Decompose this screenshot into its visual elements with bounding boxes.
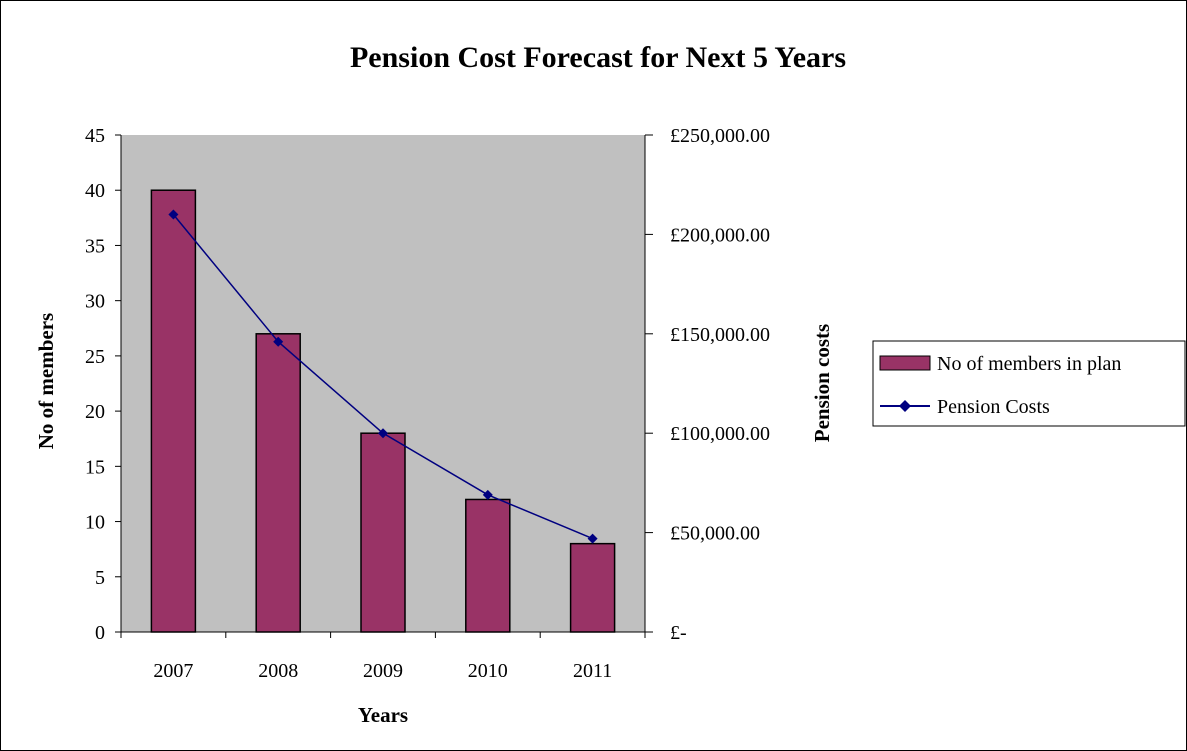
y2-tick-label: £200,000.00 — [670, 224, 770, 246]
y-tick-label: 25 — [85, 346, 105, 368]
y-tick-label: 0 — [95, 622, 105, 644]
x-tick-label: 2007 — [153, 660, 193, 682]
axes-group — [115, 134, 653, 638]
legend-swatch-members — [879, 355, 931, 371]
legend-box — [872, 340, 1186, 427]
pension-point-2011 — [587, 533, 598, 544]
y-tick-label: 20 — [85, 401, 105, 423]
pension-point-2009 — [378, 428, 388, 439]
x-tick-label: 2010 — [468, 660, 508, 682]
bars-group — [150, 189, 616, 633]
x-tick-label: 2009 — [363, 660, 403, 682]
x-axis-title: Years — [358, 703, 408, 727]
y2-tick-label: £100,000.00 — [670, 423, 770, 445]
y2-tick-label: £- — [670, 622, 687, 644]
pension-point-2008 — [273, 336, 284, 347]
x-tick-label: 2011 — [573, 660, 612, 682]
bar-2010 — [465, 498, 511, 633]
left-tick-labels: 0 5 10 15 20 25 30 35 40 45 — [85, 125, 105, 644]
bar-2009 — [360, 432, 406, 633]
y-tick-label: 10 — [85, 512, 105, 534]
x-tick-labels: 2007 2008 2009 2010 2011 — [153, 660, 612, 682]
y2-tick-label: £150,000.00 — [670, 324, 770, 346]
bar-2011 — [569, 542, 616, 633]
legend: No of members in plan Pension Costs — [872, 340, 1186, 427]
y-tick-label: 5 — [95, 567, 105, 589]
chart-title: Pension Cost Forecast for Next 5 Years — [350, 41, 846, 74]
pension-point-2007 — [168, 209, 179, 220]
bar-2007 — [150, 189, 197, 633]
pension-point-2010 — [482, 489, 493, 500]
y-tick-label: 15 — [85, 456, 105, 478]
right-tick-labels: £- £50,000.00 £100,000.00 £150,000.00 £200,0… — [670, 125, 770, 644]
y-tick-label: 35 — [85, 235, 105, 257]
y-tick-label: 40 — [85, 180, 105, 202]
y-tick-label: 45 — [85, 125, 105, 147]
y-tick-label: 30 — [85, 291, 105, 313]
x-tick-label: 2008 — [258, 660, 298, 682]
legend-label-members: No of members in plan — [937, 353, 1121, 375]
y2-tick-label: £250,000.00 — [670, 125, 770, 147]
y-axis-title: No of members — [34, 313, 58, 449]
y2-axis-title: Pension costs — [810, 324, 834, 442]
y2-tick-label: £50,000.00 — [670, 523, 760, 545]
legend-marker-pension — [899, 400, 911, 412]
line-series-group — [168, 209, 598, 544]
legend-label-pension: Pension Costs — [937, 396, 1050, 418]
bar-2008 — [255, 333, 301, 633]
